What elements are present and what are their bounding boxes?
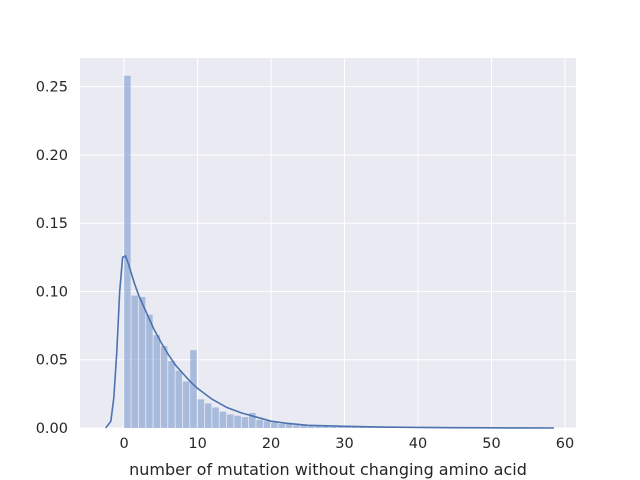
y-tick-label: 0.25 [36,80,68,96]
y-axis-ticks: 0.00 0.05 0.10 0.15 0.20 0.25 [36,80,68,437]
histogram-bar [337,426,344,428]
histogram-bar [278,423,285,428]
histogram-bar [182,381,190,428]
histogram-bar [204,403,212,428]
kde-curve [105,254,554,429]
x-tick-label: 60 [556,436,574,452]
histogram-bar [285,423,293,428]
histogram-bar [329,426,337,428]
histogram-bar [293,425,300,428]
x-tick-label: 0 [119,436,128,452]
histogram-bar [256,419,263,428]
x-tick-label: 30 [335,436,353,452]
x-tick-label: 40 [409,436,427,452]
histogram-bar [131,295,138,428]
histogram-bar [249,412,256,428]
y-tick-label: 0.20 [36,148,68,164]
y-tick-label: 0.15 [36,216,68,232]
histogram-bar [153,335,161,428]
histogram-bar [197,399,205,428]
histogram-bar [351,426,359,428]
y-tick-label: 0.10 [36,284,68,300]
histogram-bar [138,296,146,428]
y-tick-label: 0.00 [36,421,68,437]
histogram-bar [168,361,175,428]
histogram-bar [271,422,278,428]
histogram-bar [219,411,227,428]
histogram-bar [212,407,219,428]
histogram-bar [226,414,234,428]
histogram-bar [300,425,307,428]
histogram-bars [124,75,550,428]
x-axis-ticks: 0 10 20 30 40 50 60 [119,436,574,452]
histogram-bar [175,370,183,428]
histogram-bar [124,75,131,428]
x-axis-label: number of mutation without changing amin… [129,460,527,479]
histogram-bar [344,426,352,428]
histogram-bar [307,425,315,428]
x-tick-label: 10 [188,436,206,452]
histogram-bar [263,421,271,428]
histogram-bar [234,415,241,428]
histogram-bar [315,425,322,428]
x-tick-label: 50 [482,436,500,452]
histogram-bar [241,417,249,428]
histogram-bar [160,346,168,428]
histogram-bar [146,314,153,428]
histogram-bar [322,425,330,428]
x-tick-label: 20 [262,436,280,452]
y-tick-label: 0.05 [36,353,68,369]
histogram-bar [190,350,197,428]
